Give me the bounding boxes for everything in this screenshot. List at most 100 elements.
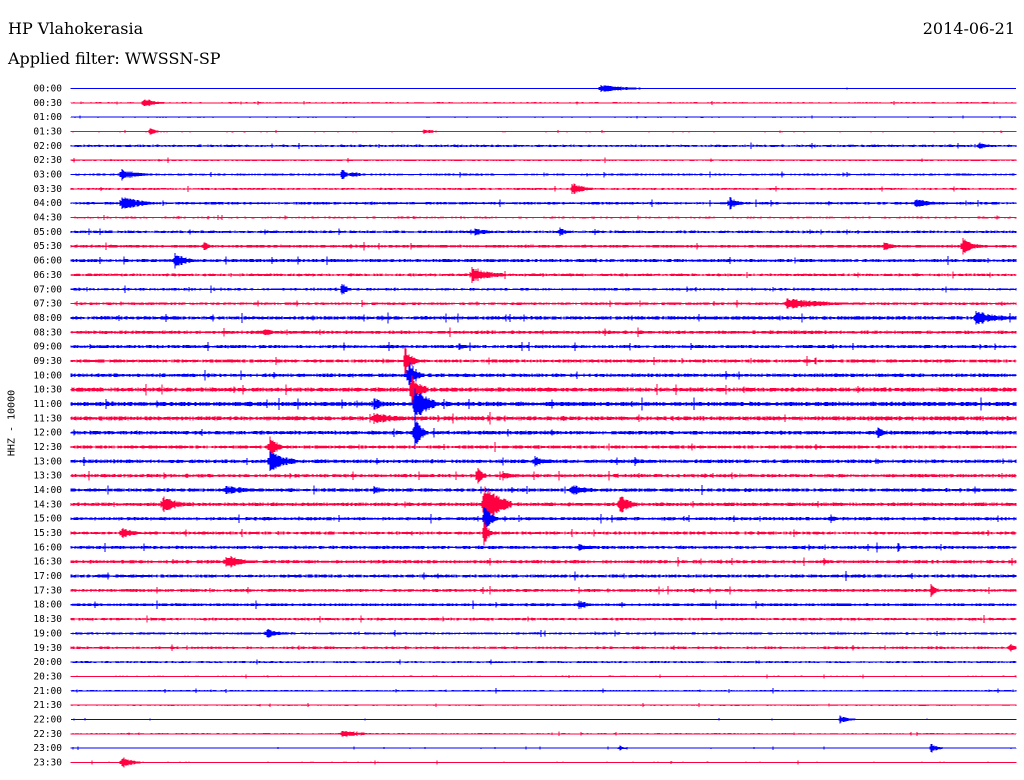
row-label: 07:30: [33, 299, 62, 310]
seismic-trace: [70, 486, 1017, 523]
row-label: 12:30: [33, 442, 62, 453]
row-label: 00:00: [33, 84, 62, 95]
row-label: 13:00: [33, 456, 62, 467]
seismic-trace: [70, 436, 1017, 458]
seismic-trace: [70, 311, 1017, 325]
row-label: 17:00: [33, 571, 62, 582]
row-label: 19:30: [33, 643, 62, 654]
seismic-trace: [70, 556, 1017, 568]
seismic-trace: [70, 674, 1017, 679]
row-label: 12:00: [33, 428, 62, 439]
seismic-trace: [70, 583, 1017, 597]
row-label-group: 00:00 00:30 01:00 01:30 02:00 02:30 03:00 03:30…: [33, 84, 62, 769]
seismic-trace: [70, 644, 1017, 652]
seismic-trace: [70, 731, 1017, 737]
seismic-trace: [70, 412, 1017, 425]
seismic-trace: [70, 197, 1017, 210]
row-label: 21:30: [33, 700, 62, 711]
row-label: 16:30: [33, 557, 62, 568]
seismic-trace: [70, 467, 1017, 484]
row-label: 09:00: [33, 342, 62, 353]
seismic-trace: [70, 252, 1017, 269]
row-label: 10:00: [33, 370, 62, 381]
row-label: 21:00: [33, 686, 62, 697]
seismic-trace: [70, 298, 1017, 309]
row-label: 14:30: [33, 499, 62, 510]
row-label: 06:30: [33, 270, 62, 281]
seismic-trace: [70, 347, 1017, 375]
row-label: 09:30: [33, 356, 62, 367]
row-label: 03:30: [33, 184, 62, 195]
row-label: 23:30: [33, 757, 62, 768]
row-label: 15:30: [33, 528, 62, 539]
seismic-trace: [70, 128, 1017, 135]
row-label: 19:00: [33, 628, 62, 639]
seismic-trace: [70, 600, 1017, 610]
seismic-trace: [70, 362, 1017, 389]
row-label: 13:30: [33, 471, 62, 482]
seismic-trace: [70, 416, 1017, 449]
row-label: 07:00: [33, 284, 62, 295]
row-label: 05:30: [33, 241, 62, 252]
row-label: 20:30: [33, 671, 62, 682]
row-label: 20:00: [33, 657, 62, 668]
row-label: 23:00: [33, 743, 62, 754]
trace-group: [70, 85, 1017, 768]
row-label: 22:30: [33, 729, 62, 740]
row-label: 18:00: [33, 600, 62, 611]
row-label: 01:30: [33, 127, 62, 138]
seismic-trace: [70, 327, 1017, 337]
seismic-trace: [70, 388, 1017, 420]
seismic-trace: [70, 99, 1017, 107]
row-label: 02:00: [33, 141, 62, 152]
row-label: 16:00: [33, 542, 62, 553]
seismic-trace: [70, 183, 1017, 194]
seismic-trace: [70, 142, 1017, 150]
row-label: 00:30: [33, 98, 62, 109]
seismic-trace: [70, 342, 1017, 352]
seismic-trace: [70, 629, 1017, 638]
row-label: 08:00: [33, 313, 62, 324]
seismic-trace: [70, 659, 1017, 665]
filter-label: Applied filter: WWSSN-SP: [8, 49, 221, 68]
seismic-trace: [70, 168, 1017, 181]
row-label: 03:00: [33, 170, 62, 181]
seismic-trace: [70, 571, 1017, 581]
seismic-trace: [70, 744, 1017, 753]
seismic-trace: [70, 157, 1017, 163]
row-label: 18:30: [33, 614, 62, 625]
seismic-trace: [70, 238, 1017, 255]
seismic-trace: [70, 615, 1017, 624]
seismic-trace: [70, 703, 1017, 708]
row-label: 06:00: [33, 256, 62, 267]
seismic-trace: [70, 375, 1017, 404]
seismic-trace: [70, 506, 1017, 531]
row-label: 02:30: [33, 155, 62, 166]
seismic-trace: [70, 542, 1017, 553]
seismic-trace: [70, 85, 1017, 92]
row-label: 04:00: [33, 198, 62, 209]
date-label: 2014-06-21: [922, 19, 1015, 38]
seismic-trace: [70, 715, 1017, 724]
seismic-trace: [70, 283, 1017, 295]
station-title: HP Vlahokerasia: [8, 19, 144, 38]
seismic-trace: [70, 757, 1017, 768]
seismic-trace: [70, 266, 1017, 283]
seismic-trace: [70, 688, 1017, 694]
seismic-trace: [70, 227, 1017, 237]
row-label: 17:30: [33, 585, 62, 596]
seismic-trace: [70, 451, 1017, 472]
row-label: 04:30: [33, 213, 62, 224]
seismic-trace: [70, 215, 1017, 221]
row-label: 05:00: [33, 227, 62, 238]
seismic-trace: [70, 484, 1017, 496]
seismic-trace: [70, 115, 1017, 119]
row-label: 01:00: [33, 112, 62, 123]
row-label: 15:00: [33, 514, 62, 525]
row-label: 14:00: [33, 485, 62, 496]
seismic-trace: [70, 520, 1017, 546]
row-label: 11:30: [33, 413, 62, 424]
row-label: 10:30: [33, 385, 62, 396]
row-label: 11:00: [33, 399, 62, 410]
